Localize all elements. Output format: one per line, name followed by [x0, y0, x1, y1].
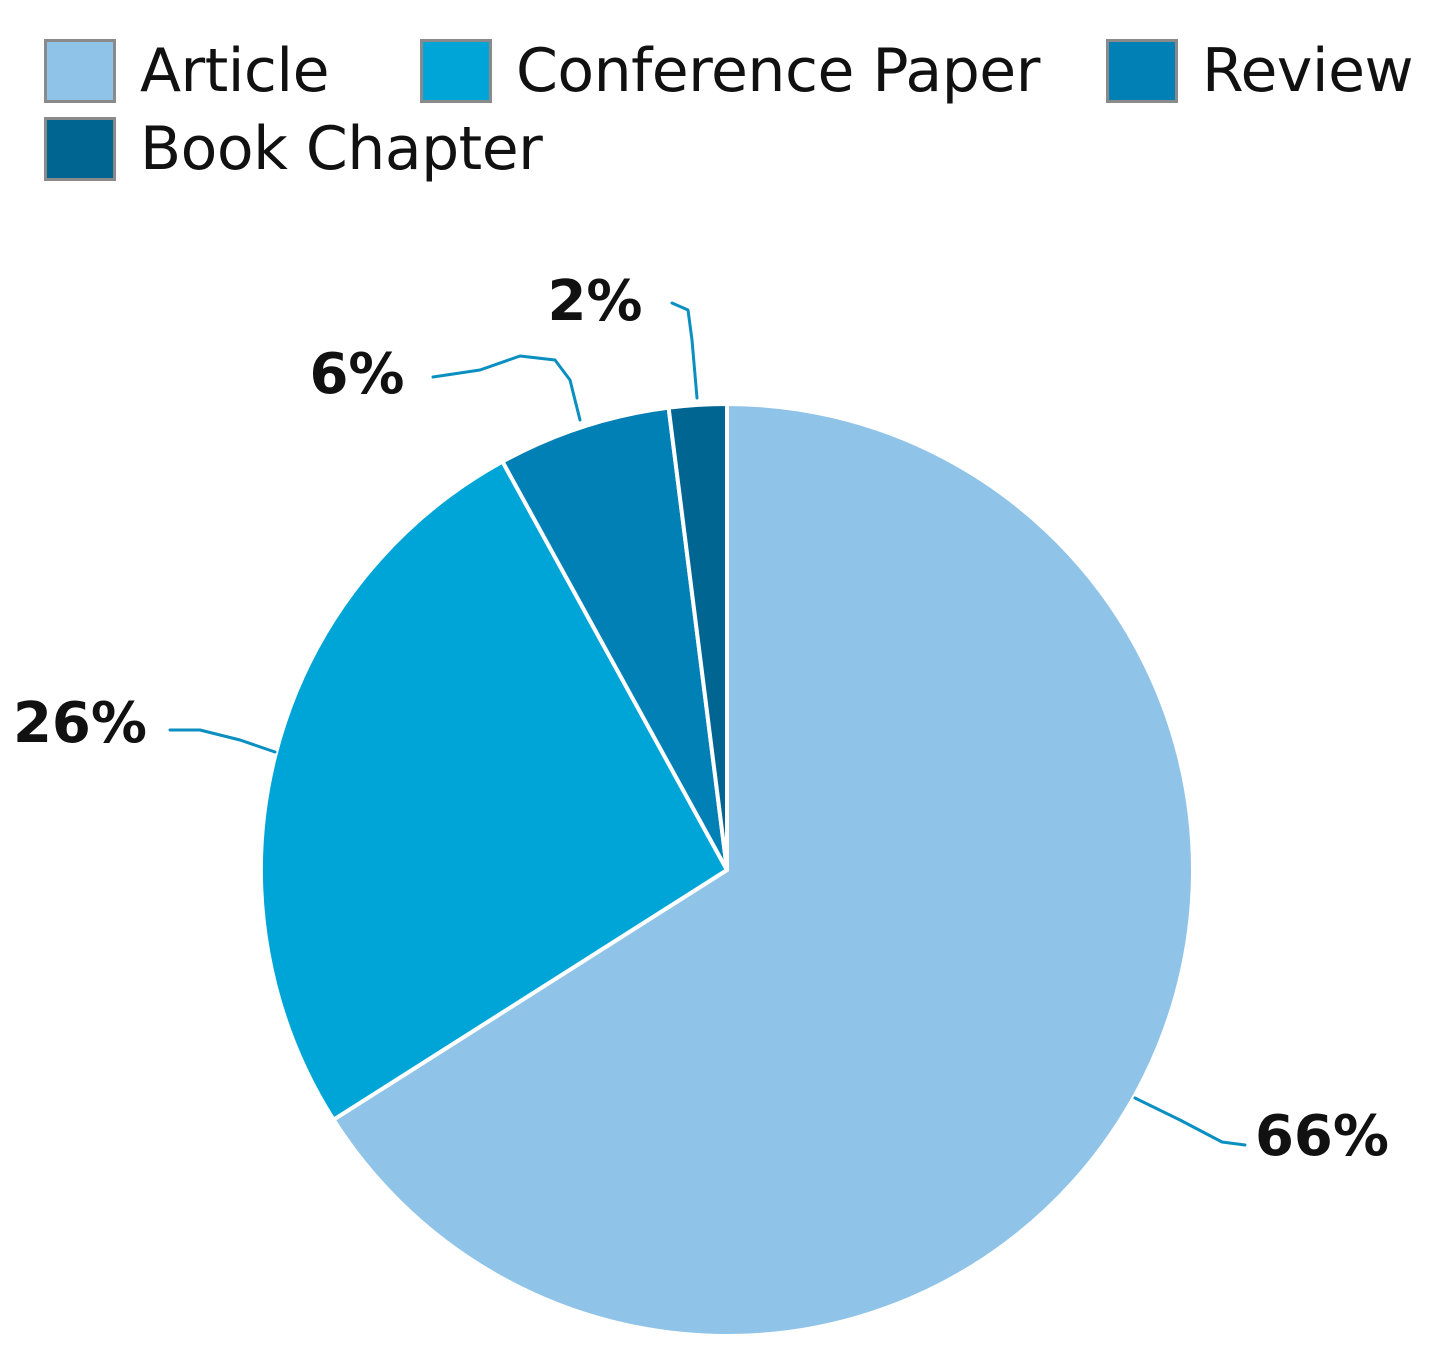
- data-label-conference-paper: 26%: [13, 691, 147, 756]
- data-label-review: 6%: [309, 342, 404, 407]
- pie-slice-review: [500, 405, 729, 872]
- data-label-article: 66%: [1255, 1104, 1389, 1169]
- legend-item-review: Review: [1106, 36, 1414, 106]
- pie-slice-article: [331, 402, 1195, 1338]
- legend-label-book-chapter: Book Chapter: [140, 114, 543, 184]
- leader-line-review: [431, 354, 582, 422]
- leader-line-book-chapter: [670, 301, 699, 400]
- legend-label-article: Article: [140, 36, 329, 106]
- legend-label-review: Review: [1202, 36, 1414, 106]
- chart-legend: Article Conference Paper Review Book Cha…: [0, 0, 1432, 200]
- data-label-book-chapter: 2%: [547, 269, 642, 334]
- pie-slice-book-chapter: [666, 402, 729, 872]
- legend-item-book-chapter: Book Chapter: [44, 114, 543, 184]
- legend-label-conference-paper: Conference Paper: [516, 36, 1040, 106]
- legend-swatch-article: [44, 39, 116, 103]
- legend-item-article: Article: [44, 36, 329, 106]
- legend-swatch-review: [1106, 39, 1178, 103]
- legend-swatch-book-chapter: [44, 117, 116, 181]
- legend-item-conference-paper: Conference Paper: [420, 36, 1040, 106]
- pie-slice-conference-paper: [259, 459, 729, 1122]
- leader-line-article: [1133, 1096, 1247, 1147]
- legend-swatch-conference-paper: [420, 39, 492, 103]
- leader-line-conference-paper: [168, 728, 277, 754]
